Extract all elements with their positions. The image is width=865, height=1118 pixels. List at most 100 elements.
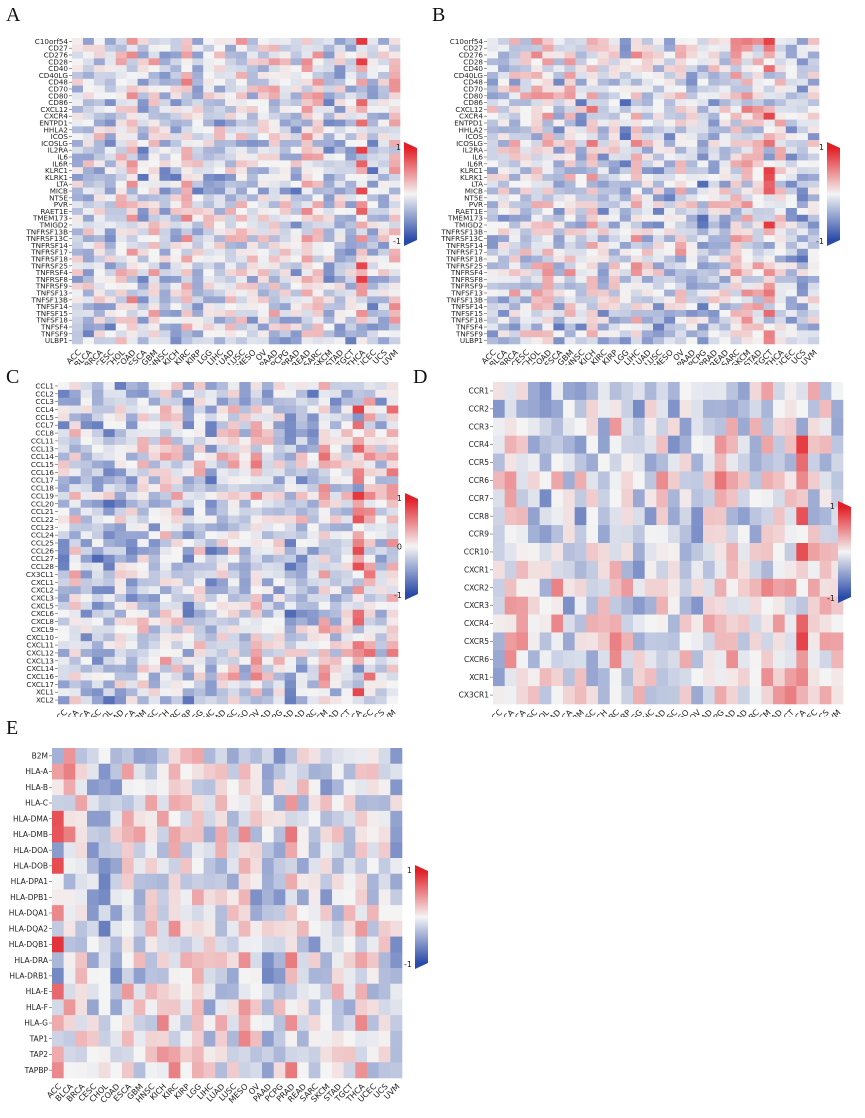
heatmap-cell xyxy=(797,113,808,120)
heatmap-cell xyxy=(94,215,105,222)
heatmap-cell xyxy=(170,249,181,256)
heatmap-cell xyxy=(367,79,378,86)
heatmap-cell xyxy=(313,160,324,167)
heatmap-cell xyxy=(103,421,115,429)
heatmap-cell xyxy=(726,579,738,597)
heatmap-cell xyxy=(598,222,609,229)
heatmap-cell xyxy=(149,484,161,492)
heatmap-cell xyxy=(203,303,214,310)
heatmap-cell xyxy=(576,79,587,86)
heatmap-cell xyxy=(58,649,70,657)
heatmap-cell xyxy=(697,92,708,99)
heatmap-cell xyxy=(686,113,697,120)
heatmap-cell xyxy=(225,310,236,317)
heatmap-cell xyxy=(498,330,509,337)
heatmap-cell xyxy=(251,468,263,476)
heatmap-cell xyxy=(531,58,542,65)
heatmap-cell xyxy=(797,276,808,283)
heatmap-cell xyxy=(296,421,308,429)
heatmap-cell xyxy=(645,632,657,650)
heatmap-cell xyxy=(126,406,138,414)
heatmap-cell xyxy=(170,181,181,188)
heatmap-cell xyxy=(498,249,509,256)
heatmap-cell xyxy=(520,222,531,229)
heatmap-cell xyxy=(239,468,251,476)
heatmap-cell xyxy=(664,296,675,303)
heatmap-cell xyxy=(697,126,708,133)
heatmap-cell xyxy=(291,99,302,106)
heatmap-cell xyxy=(258,188,269,195)
heatmap-cell xyxy=(697,215,708,222)
heatmap-cell xyxy=(159,154,170,161)
heatmap-cell xyxy=(761,686,773,704)
heatmap-cell xyxy=(330,594,342,602)
heatmap-cell xyxy=(192,106,203,113)
heatmap-cell xyxy=(72,222,83,229)
heatmap-cell xyxy=(149,113,160,120)
heatmap-cell xyxy=(531,113,542,120)
heatmap-cell xyxy=(171,539,183,547)
heatmap-cell xyxy=(498,120,509,127)
heatmap-cell xyxy=(334,276,345,283)
heatmap-cell xyxy=(753,45,764,52)
heatmap-cell xyxy=(668,668,680,686)
heatmap-cell xyxy=(170,290,181,297)
heatmap-cell xyxy=(620,276,631,283)
heatmap-cell xyxy=(509,269,520,276)
heatmap-cell xyxy=(258,201,269,208)
heatmap-cell xyxy=(375,625,387,633)
heatmap-cell xyxy=(715,650,727,668)
heatmap-cell xyxy=(302,310,313,317)
heatmap-cell xyxy=(149,140,160,147)
heatmap-cell xyxy=(808,208,819,215)
heatmap-cell xyxy=(664,324,675,331)
heatmap-cell xyxy=(797,147,808,154)
heatmap-cell xyxy=(319,680,331,688)
heatmap-cell xyxy=(92,492,104,500)
heatmap-cell xyxy=(564,147,575,154)
heatmap-cell xyxy=(225,222,236,229)
heatmap-cell xyxy=(149,337,160,344)
heatmap-cell xyxy=(94,283,105,290)
heatmap-cell xyxy=(159,72,170,79)
heatmap-cell xyxy=(653,86,664,93)
heatmap-cell xyxy=(194,390,206,398)
heatmap-cell xyxy=(105,38,116,45)
heatmap-cell xyxy=(691,507,703,525)
heatmap-cell xyxy=(697,276,708,283)
panel-label: B xyxy=(432,4,445,27)
heatmap-cell xyxy=(820,471,832,489)
heatmap-cell xyxy=(296,437,308,445)
heatmap-cell xyxy=(323,58,334,65)
heatmap-cell xyxy=(127,120,138,127)
heatmap-cell xyxy=(217,594,229,602)
heatmap-cell xyxy=(296,594,308,602)
heatmap-cell xyxy=(498,72,509,79)
heatmap-cell xyxy=(285,523,297,531)
heatmap-e: B2MHLA-AHLA-BHLA-CHLA-DMAHLA-DMBHLA-DOAH… xyxy=(0,713,440,1113)
heatmap-cell xyxy=(686,215,697,222)
heatmap-cell xyxy=(742,45,753,52)
heatmap-cell xyxy=(742,113,753,120)
heatmap-cell xyxy=(609,86,620,93)
heatmap-cell xyxy=(487,283,498,290)
heatmap-cell xyxy=(72,317,83,324)
heatmap-cell xyxy=(553,201,564,208)
heatmap-cell xyxy=(92,625,104,633)
heatmap-cell xyxy=(138,222,149,229)
heatmap-cell xyxy=(653,167,664,174)
heatmap-cell xyxy=(291,58,302,65)
heatmap-cell xyxy=(81,665,93,673)
heatmap-cell xyxy=(364,516,376,524)
heatmap-cell xyxy=(645,668,657,686)
heatmap-cell xyxy=(138,215,149,222)
heatmap-cell xyxy=(203,167,214,174)
heatmap-cell xyxy=(531,324,542,331)
heatmap-cell xyxy=(171,618,183,626)
heatmap-cell xyxy=(269,72,280,79)
heatmap-cell xyxy=(542,167,553,174)
heatmap-cell xyxy=(487,276,498,283)
heatmap-cell xyxy=(378,167,389,174)
heatmap-cell xyxy=(563,597,575,615)
heatmap-cell xyxy=(103,680,115,688)
